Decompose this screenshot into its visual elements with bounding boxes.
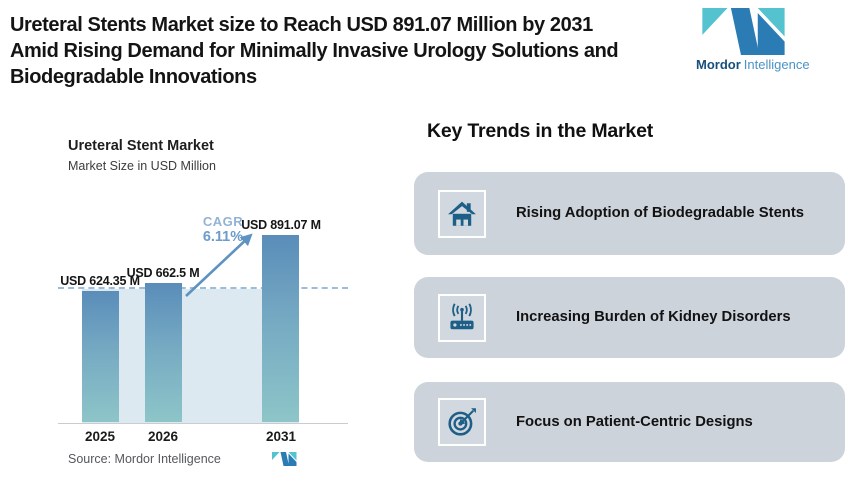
- bar-value-label: USD 891.07 M: [241, 218, 321, 232]
- chart-title: Ureteral Stent Market: [68, 138, 214, 154]
- icon-tile: [438, 189, 486, 238]
- target-icon: [448, 408, 476, 436]
- source-note: Source: Mordor Intelligence: [68, 452, 221, 466]
- page-title-line: Ureteral Stents Market size to Reach USD…: [10, 14, 593, 36]
- x-axis-line: [58, 423, 348, 424]
- growth-arrow-icon: [185, 233, 253, 297]
- bar-value-label: USD 624.35 M: [60, 274, 140, 288]
- trend-label: Focus on Patient-Centric Designs: [516, 413, 753, 430]
- bar-2025: [82, 291, 119, 422]
- icon-tile: [438, 293, 486, 342]
- brand-name-bold: Mordor: [696, 57, 741, 72]
- chart-subtitle: Market Size in USD Million: [68, 159, 216, 173]
- cagr-label: CAGR: [202, 214, 244, 229]
- bar-2026: [145, 283, 182, 422]
- trend-card-kidney-disorders: Increasing Burden of Kidney Disorders: [414, 277, 845, 358]
- brand-name: Mordor Intelligence: [696, 57, 810, 72]
- brand-logo: Mordor Intelligence: [696, 8, 810, 72]
- trend-label: Rising Adoption of Biodegradable Stents: [516, 205, 804, 221]
- trend-card-patient-centric: Focus on Patient-Centric Designs: [414, 382, 845, 462]
- x-tick-2031: 2031: [265, 429, 297, 444]
- brand-name-light: Intelligence: [743, 57, 810, 72]
- x-tick-2026: 2026: [147, 429, 179, 444]
- trends-heading: Key Trends in the Market: [427, 120, 654, 142]
- router-icon: [450, 302, 474, 329]
- page-title: Ureteral Stents Market size to Reach USD…: [10, 12, 619, 90]
- source-logo-icon: [272, 452, 297, 466]
- bar-value-label: USD 662.5 M: [126, 266, 200, 280]
- x-tick-2025: 2025: [84, 429, 116, 444]
- cagr-value: 6.11%: [202, 229, 244, 245]
- page-title-line: Biodegradable Innovations: [10, 66, 257, 88]
- trend-card-biodegradable-stents: Rising Adoption of Biodegradable Stents: [414, 172, 845, 255]
- cagr-annotation: CAGR 6.11%: [193, 214, 253, 245]
- trend-label: Increasing Burden of Kidney Disorders: [516, 309, 791, 325]
- icon-tile: [438, 398, 486, 446]
- home-icon: [448, 201, 476, 226]
- mordor-logo-icon: [702, 8, 785, 55]
- bar-2031: [262, 235, 299, 422]
- chart-dashed-reference-line: [58, 287, 348, 289]
- page-title-line: Amid Rising Demand for Minimally Invasiv…: [10, 40, 619, 62]
